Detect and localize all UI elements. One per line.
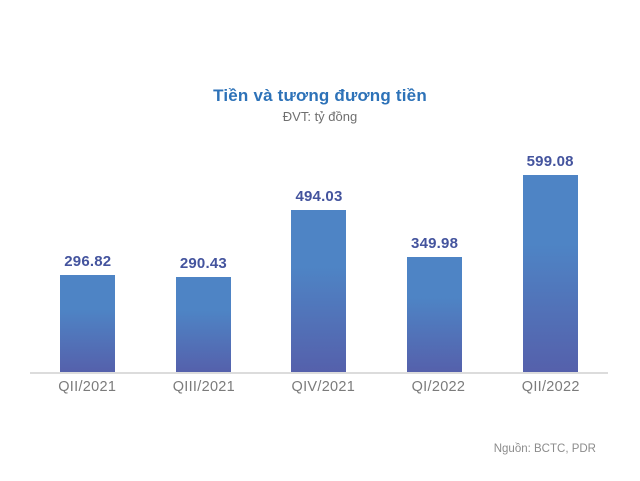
bar-column: 349.98 <box>407 235 463 373</box>
x-axis-line <box>30 372 608 374</box>
bar-value-label: 494.03 <box>295 188 343 205</box>
bar-value-label: 296.82 <box>64 253 112 270</box>
category-label: QII/2021 <box>58 379 117 395</box>
bar <box>407 257 463 373</box>
bar-value-label: 599.08 <box>526 153 574 170</box>
source-note: Nguồn: BCTC, PDR <box>493 443 596 455</box>
bar <box>175 277 231 373</box>
bar-column: 494.03 <box>291 188 347 373</box>
bar-column: 290.43 <box>175 255 231 373</box>
category-label: QIII/2021 <box>172 379 236 395</box>
category-label: QIV/2021 <box>291 379 356 395</box>
category-label: QII/2022 <box>521 379 580 395</box>
bar <box>522 175 578 373</box>
plot-area: 296.82 290.43 494.03 349.98 599.08 <box>30 133 608 373</box>
bars-row: 296.82 290.43 494.03 349.98 599.08 <box>30 133 608 373</box>
bar <box>291 210 347 373</box>
bar-value-label: 349.98 <box>411 235 459 252</box>
bar-column: 296.82 <box>60 253 116 373</box>
bar-column: 599.08 <box>522 153 578 373</box>
bar-value-label: 290.43 <box>179 255 227 272</box>
chart-subtitle: ĐVT: tỷ đồng <box>282 109 358 124</box>
bar <box>60 275 116 373</box>
category-row: QII/2021 QIII/2021 QIV/2021 QI/2022 QII/2022 <box>30 379 608 395</box>
category-label: QI/2022 <box>411 379 466 395</box>
chart-title: Tiền và tương đương tiền <box>213 86 427 105</box>
